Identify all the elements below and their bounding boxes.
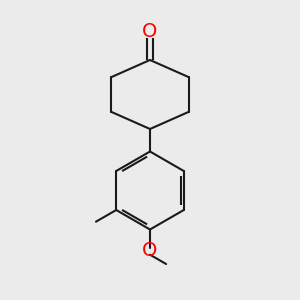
Text: O: O xyxy=(142,241,158,260)
Text: O: O xyxy=(142,22,158,41)
